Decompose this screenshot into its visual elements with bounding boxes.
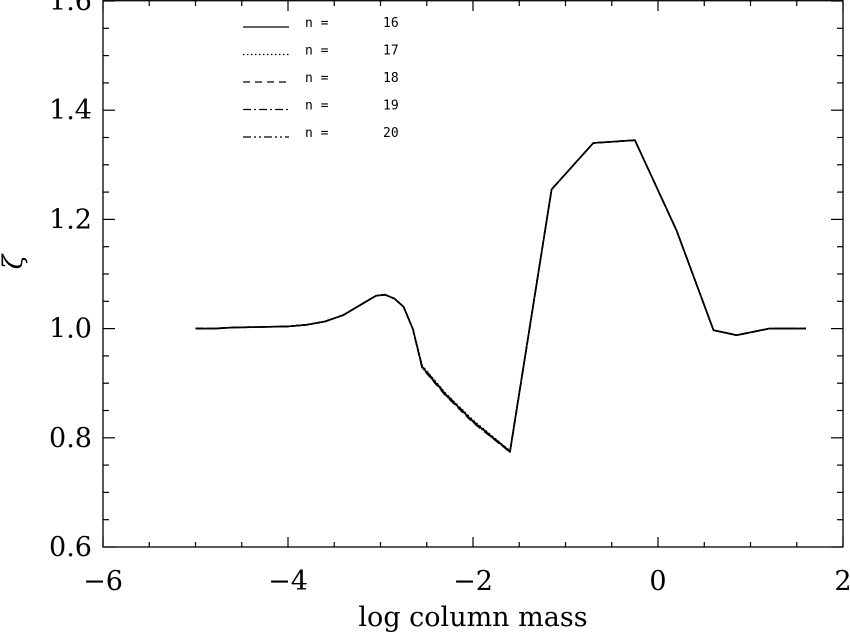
ticks	[102, 0, 844, 548]
legend-label-value: 17	[383, 44, 399, 59]
x-tick-label: −4	[268, 566, 308, 597]
legend-label-value: 16	[383, 16, 399, 31]
series-line-n17	[195, 139, 806, 452]
y-axis-label: ζ	[0, 253, 29, 269]
series-line-n16	[195, 139, 806, 453]
legend-label-prefix: n =	[305, 71, 329, 86]
y-tick-label: 1.0	[49, 314, 92, 345]
series-line-n18	[195, 139, 806, 453]
legend-label-prefix: n =	[305, 126, 329, 141]
legend-label-value: 20	[383, 126, 399, 141]
x-tick-label: 2	[834, 566, 850, 597]
legend-label-prefix: n =	[305, 16, 329, 31]
legend-label-prefix: n =	[305, 44, 329, 59]
axes	[102, 0, 844, 548]
x-tick-label: −2	[453, 566, 493, 597]
x-tick-label: 0	[649, 566, 666, 597]
y-tick-label: 1.6	[49, 0, 92, 17]
y-tick-label: 0.6	[49, 532, 92, 563]
y-tick-label: 1.2	[49, 204, 92, 235]
tick-labels: −6 −4 −2 0 2 0.6 0.8 1.0 1.2 1.4 1.6	[49, 0, 850, 597]
legend-label-value: 18	[383, 71, 399, 86]
series-group	[195, 139, 806, 453]
y-tick-label: 1.4	[49, 95, 92, 126]
y-tick-label: 0.8	[49, 423, 92, 454]
legend-label-value: 19	[383, 99, 399, 114]
plot-frame	[102, 0, 844, 548]
x-axis-label: log column mass	[358, 602, 587, 633]
x-tick-label: −6	[83, 566, 123, 597]
legend-label-prefix: n =	[305, 99, 329, 114]
series-line-n19	[195, 139, 806, 453]
legend: n = 16 n = 17 n = 18 n = 19 n = 20	[243, 16, 399, 141]
series-line-n20	[195, 139, 806, 453]
